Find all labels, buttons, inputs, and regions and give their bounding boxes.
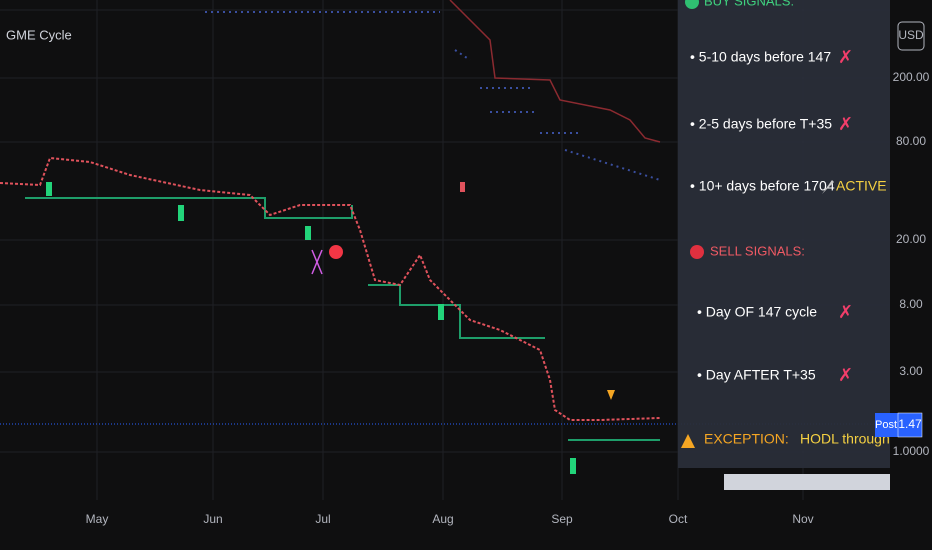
chart-title: GME Cycle <box>6 27 72 42</box>
buy-row-label: • 5-10 days before 147 <box>690 49 831 65</box>
rocket-icon <box>822 180 834 194</box>
post-badge <box>875 413 898 437</box>
month-label: Sep <box>551 512 573 526</box>
exception-label: EXCEPTION: <box>704 431 789 447</box>
sell-row-status: ✗ <box>838 365 853 386</box>
buy-row-status: ✗ <box>838 114 853 135</box>
month-label: Nov <box>792 512 813 526</box>
month-label: Aug <box>432 512 453 526</box>
last-price: 1.47 <box>898 417 922 431</box>
price-label: 80.00 <box>896 134 926 148</box>
sell-icon <box>690 245 704 259</box>
month-label: May <box>86 512 109 526</box>
exception-value: HODL through 1704! <box>800 431 929 447</box>
exception-clip: HODL through 1704! <box>800 431 929 447</box>
panel-footer <box>724 474 890 490</box>
warning-icon <box>681 434 695 448</box>
price-axis: 200.00 80.00 20.00 8.00 3.00 1.0000 <box>893 70 930 458</box>
signal-markers <box>46 182 615 474</box>
post-tag: Post <box>875 419 897 431</box>
sell-row-label: • Day OF 147 cycle <box>697 304 817 320</box>
sell-row-label: • Day AFTER T+35 <box>697 367 816 383</box>
buy-row-status: ACTIVE <box>836 178 887 194</box>
sell-row-status: ✗ <box>838 302 853 323</box>
signal-panel <box>678 0 890 468</box>
buy-row-label: • 2-5 days before T+35 <box>690 116 832 132</box>
currency: USD <box>898 28 924 42</box>
price-path <box>0 156 661 421</box>
month-label: Jun <box>203 512 222 526</box>
dotted-band <box>205 11 661 181</box>
support-step-line <box>25 197 660 441</box>
month-label: Oct <box>669 512 688 526</box>
time-axis: May Jun Jul Aug Sep Oct Nov <box>86 512 814 526</box>
buy-row-status: ✗ <box>838 47 853 68</box>
buy-icon <box>685 0 699 9</box>
buy-heading: BUY SIGNALS: <box>704 0 794 8</box>
sell-heading: SELL SIGNALS: <box>710 243 805 258</box>
price-label: 20.00 <box>896 232 926 246</box>
price-label: 1.0000 <box>893 444 930 458</box>
price-label: 8.00 <box>899 297 923 311</box>
price-badge <box>897 412 923 438</box>
month-label: Jul <box>315 512 330 526</box>
buy-row-label: • 10+ days before 1704 <box>690 178 835 194</box>
price-label: 200.00 <box>893 70 930 84</box>
price-label: 3.00 <box>899 364 923 378</box>
resistance-line <box>449 0 661 143</box>
usd-button[interactable] <box>897 21 925 51</box>
